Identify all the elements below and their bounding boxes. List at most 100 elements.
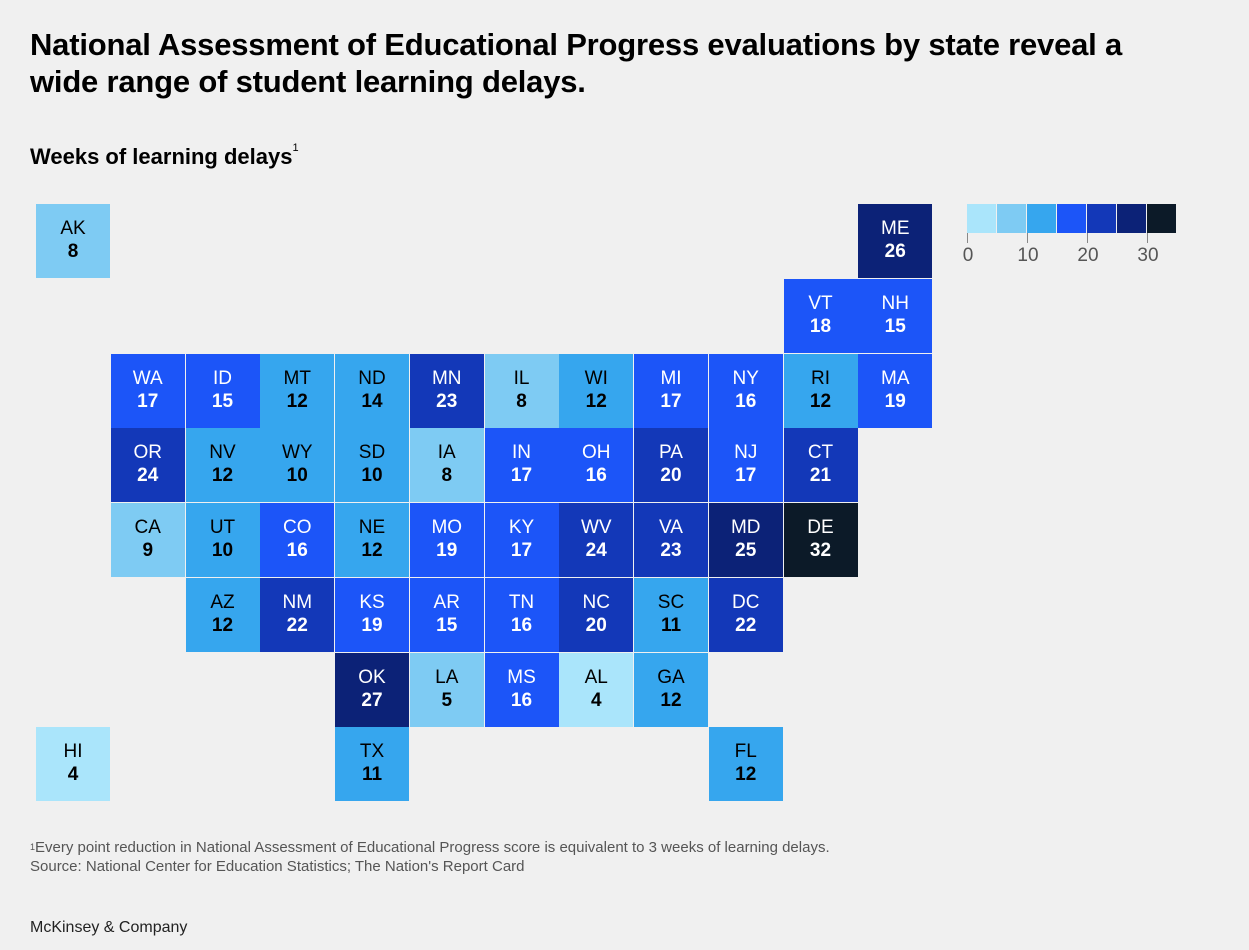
state-abbreviation: ME bbox=[881, 218, 910, 239]
state-tile-ak: AK 8 bbox=[36, 204, 110, 278]
state-tile-ks: KS 19 bbox=[335, 577, 409, 652]
state-tile-mi: MI 17 bbox=[634, 353, 708, 428]
legend-swatch bbox=[1027, 204, 1057, 233]
state-abbreviation: GA bbox=[657, 666, 685, 688]
state-value: 21 bbox=[809, 465, 832, 487]
state-abbreviation: NM bbox=[282, 591, 313, 613]
state-value: 8 bbox=[516, 390, 527, 412]
color-legend: 0 10 20 30 bbox=[963, 204, 1177, 266]
state-tile-ma: MA 19 bbox=[858, 353, 933, 428]
state-value: 17 bbox=[510, 465, 533, 487]
legend-ticks: 0 10 20 30 bbox=[963, 233, 1177, 266]
state-tile-ar: AR 15 bbox=[409, 577, 484, 652]
state-value: 24 bbox=[585, 540, 607, 561]
state-abbreviation: AZ bbox=[210, 591, 235, 613]
state-value: 8 bbox=[441, 465, 453, 487]
state-tile-mt: MT 12 bbox=[260, 353, 335, 428]
state-value: 20 bbox=[660, 465, 682, 487]
state-value: 25 bbox=[735, 540, 757, 561]
state-value: 26 bbox=[884, 241, 906, 262]
state-abbreviation: CT bbox=[807, 442, 834, 464]
state-abbreviation: UT bbox=[209, 517, 236, 538]
state-abbreviation: ID bbox=[213, 367, 232, 389]
state-abbreviation: SC bbox=[657, 591, 685, 613]
state-value: 17 bbox=[137, 390, 159, 412]
state-tile-hi: HI 4 bbox=[36, 727, 110, 802]
state-value: 19 bbox=[436, 540, 458, 561]
state-tile-nj: NJ 17 bbox=[708, 428, 783, 503]
state-abbreviation: PA bbox=[659, 442, 683, 464]
state-tile-ut: UT 10 bbox=[185, 503, 260, 577]
state-tile-sd: SD 10 bbox=[335, 428, 409, 503]
state-abbreviation: VA bbox=[659, 517, 683, 538]
state-tile-nm: NM 22 bbox=[260, 577, 335, 652]
state-abbreviation: AR bbox=[433, 591, 460, 613]
state-value: 19 bbox=[884, 390, 906, 412]
state-abbreviation: KS bbox=[359, 591, 385, 613]
legend-swatch bbox=[1117, 204, 1147, 233]
state-abbreviation: HI bbox=[63, 741, 83, 763]
state-tile-ri: RI 12 bbox=[783, 353, 858, 428]
state-tile-de: DE 32 bbox=[783, 503, 858, 577]
legend-tick-label: 20 bbox=[1077, 245, 1099, 266]
state-value: 17 bbox=[735, 465, 757, 487]
state-value: 10 bbox=[286, 465, 308, 487]
state-abbreviation: MN bbox=[431, 367, 462, 389]
state-abbreviation: NC bbox=[582, 591, 610, 613]
state-abbreviation: WY bbox=[281, 442, 313, 464]
state-value: 24 bbox=[137, 465, 159, 487]
state-tile-nh: NH 15 bbox=[858, 278, 933, 353]
state-tile-wi: WI 12 bbox=[559, 353, 634, 428]
state-value: 12 bbox=[211, 465, 234, 487]
state-value: 5 bbox=[441, 689, 453, 711]
state-abbreviation: DE bbox=[807, 517, 834, 538]
state-value: 12 bbox=[809, 390, 832, 412]
legend-swatch bbox=[1057, 204, 1087, 233]
state-tile-sc: SC 11 bbox=[634, 577, 708, 652]
state-tile-mo: MO 19 bbox=[409, 503, 484, 577]
legend-tick-label: 0 bbox=[962, 245, 974, 266]
state-tile-ms: MS 16 bbox=[484, 652, 559, 727]
state-abbreviation: IA bbox=[437, 442, 456, 464]
state-value: 12 bbox=[211, 614, 234, 636]
state-value: 32 bbox=[809, 540, 832, 561]
state-value: 15 bbox=[436, 614, 458, 636]
legend-swatch bbox=[967, 204, 997, 233]
state-value: 11 bbox=[660, 614, 682, 636]
state-abbreviation: TX bbox=[359, 741, 385, 763]
state-value: 16 bbox=[510, 689, 533, 711]
state-abbreviation: NJ bbox=[734, 442, 758, 464]
state-abbreviation: NE bbox=[358, 517, 386, 538]
state-abbreviation: RI bbox=[811, 367, 830, 389]
state-tile-la: LA 5 bbox=[409, 652, 484, 727]
chart-title: National Assessment of Educational Progr… bbox=[30, 27, 1123, 99]
state-value: 20 bbox=[585, 614, 607, 636]
state-value: 17 bbox=[510, 540, 533, 561]
state-tile-mn: MN 23 bbox=[409, 353, 484, 428]
legend-swatch bbox=[1087, 204, 1117, 233]
state-value: 27 bbox=[361, 689, 383, 711]
state-tile-oh: OH 16 bbox=[559, 428, 634, 503]
footnote: 1Every point reduction in National Asses… bbox=[30, 838, 830, 876]
state-abbreviation: MI bbox=[660, 367, 682, 389]
footnote-text: Every point reduction in National Assess… bbox=[35, 839, 830, 856]
state-value: 15 bbox=[884, 315, 906, 337]
state-abbreviation: CO bbox=[283, 517, 312, 538]
source-text: Source: National Center for Education St… bbox=[30, 858, 525, 875]
legend-tick-label: 10 bbox=[1017, 245, 1039, 266]
state-abbreviation: OK bbox=[358, 666, 386, 688]
state-value: 12 bbox=[735, 764, 757, 786]
state-abbreviation: MT bbox=[283, 367, 311, 389]
state-abbreviation: DC bbox=[732, 591, 760, 613]
state-tile-md: MD 25 bbox=[708, 503, 783, 577]
state-abbreviation: ND bbox=[358, 367, 386, 389]
state-tile-fl: FL 12 bbox=[708, 727, 783, 802]
state-value: 12 bbox=[660, 689, 682, 711]
state-tile-ia: IA 8 bbox=[409, 428, 484, 503]
state-value: 14 bbox=[361, 390, 383, 412]
state-value: 12 bbox=[286, 390, 308, 412]
legend-tick-label: 30 bbox=[1137, 245, 1159, 266]
state-value: 4 bbox=[590, 689, 602, 711]
state-tile-wa: WA 17 bbox=[110, 353, 185, 428]
